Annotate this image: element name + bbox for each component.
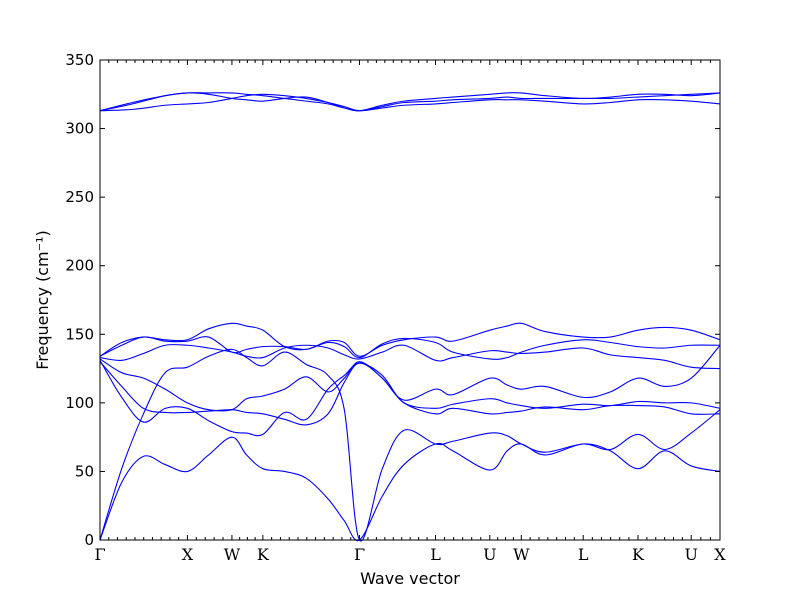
kpoint-label: W <box>224 545 241 564</box>
band-line-5 <box>99 344 721 412</box>
kpoint-label: Γ <box>354 545 365 564</box>
kpoint-label: U <box>684 545 697 564</box>
x-axis-label: Wave vector <box>360 569 460 588</box>
kpoint-label: X <box>182 545 194 564</box>
y-axis-label: Frequency (cm⁻¹) <box>33 230 52 369</box>
kpoint-label: K <box>257 545 270 564</box>
plot-frame <box>99 59 721 541</box>
kpoint-label: L <box>430 545 441 564</box>
kpoint-label: Γ <box>94 545 105 564</box>
band-line-4 <box>99 360 721 437</box>
band-line-11 <box>99 93 721 112</box>
kpoint-label: U <box>483 545 496 564</box>
y-tick-label: 250 <box>65 188 94 206</box>
y-axis: 0 50 100 150 200 250 300 350 <box>65 51 720 549</box>
band-line-1 <box>99 436 721 542</box>
y-tick-label: 150 <box>65 325 94 343</box>
phonon-bands <box>99 92 721 542</box>
band-line-2 <box>99 348 721 542</box>
y-tick-label: 100 <box>65 394 94 412</box>
y-tick-label: 350 <box>65 51 94 69</box>
y-tick-label: 50 <box>75 462 94 480</box>
band-line-9 <box>99 92 721 112</box>
band-line-6 <box>99 343 721 370</box>
band-line-8 <box>99 322 721 357</box>
kpoint-label: X <box>714 545 726 564</box>
kpoint-label: L <box>578 545 589 564</box>
y-tick-label: 200 <box>65 257 94 275</box>
y-tick-label: 300 <box>65 120 94 138</box>
band-line-10 <box>99 92 721 112</box>
kpoint-label: K <box>632 545 645 564</box>
kpoint-label: W <box>513 545 530 564</box>
y-tick-label: 0 <box>84 531 94 549</box>
